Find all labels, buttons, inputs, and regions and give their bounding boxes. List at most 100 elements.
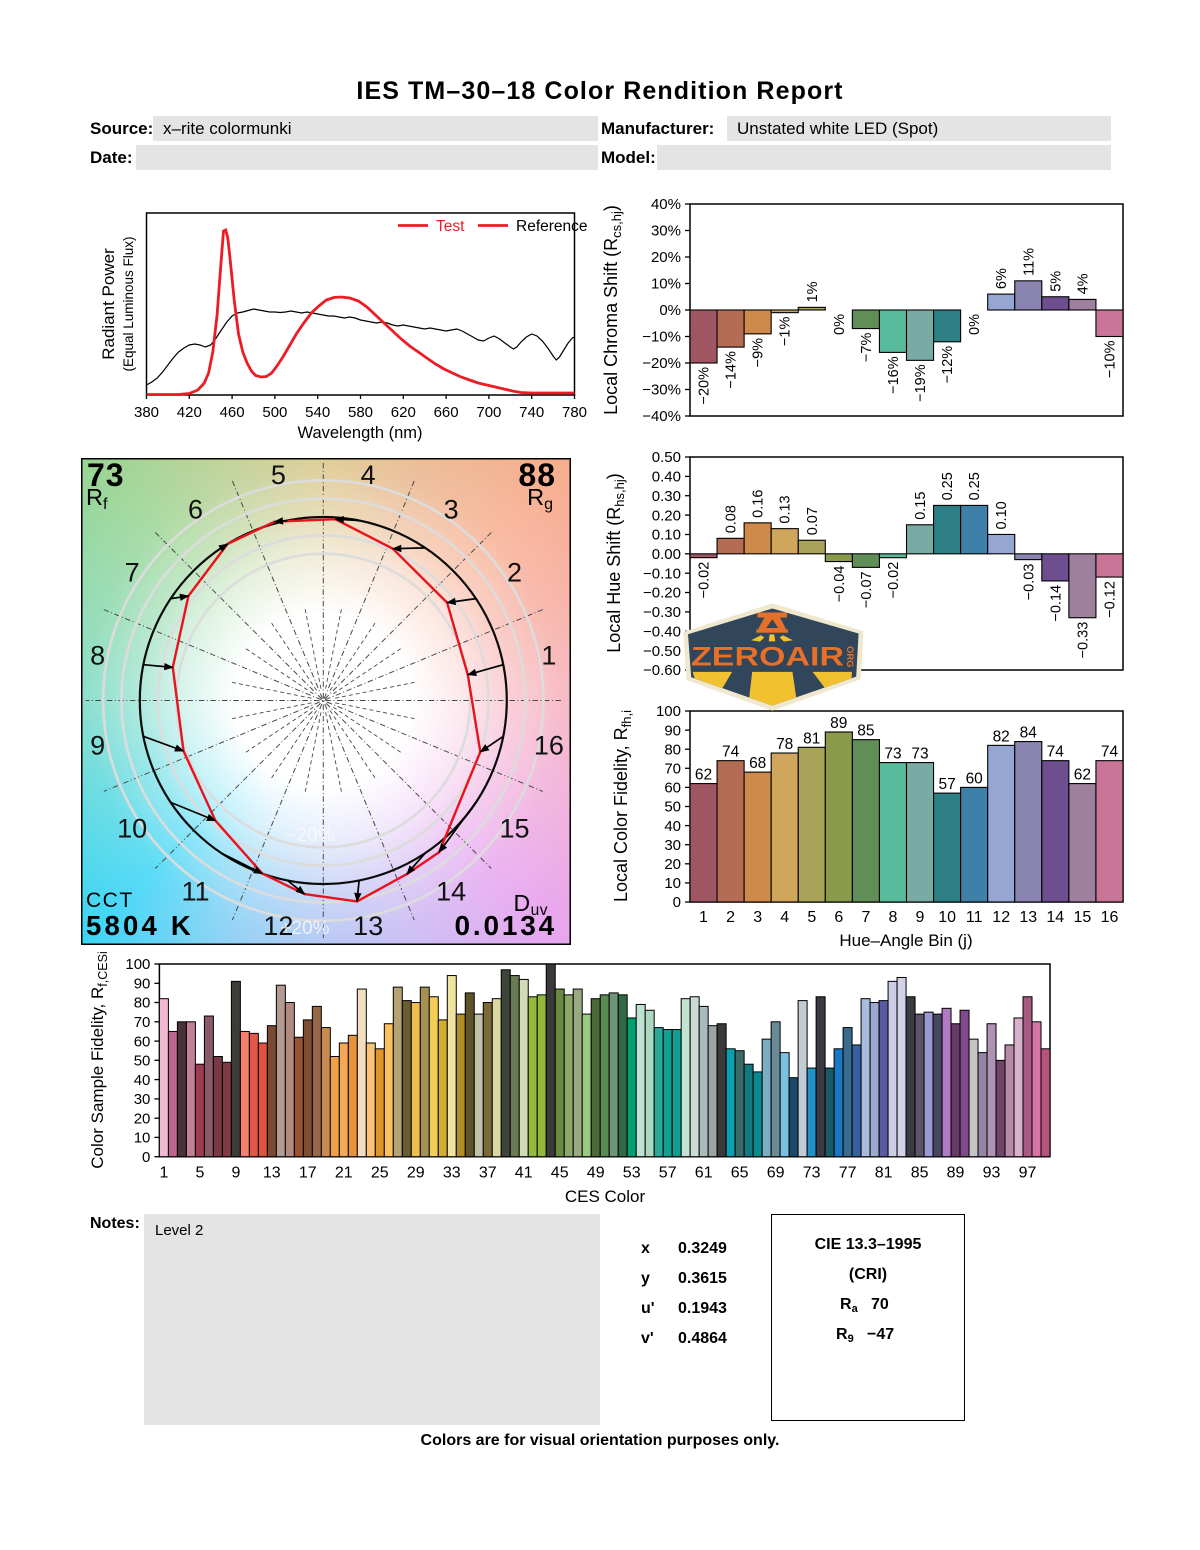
svg-text:−0.02: −0.02 (697, 562, 713, 599)
svg-text:0: 0 (673, 894, 681, 911)
svg-text:74: 74 (1047, 744, 1065, 761)
svg-text:0.07: 0.07 (805, 507, 821, 535)
svg-text:Hue–Angle Bin (j): Hue–Angle Bin (j) (839, 931, 972, 950)
svg-text:540: 540 (305, 404, 330, 421)
svg-text:90: 90 (664, 722, 681, 739)
svg-text:CES Color: CES Color (565, 1187, 646, 1206)
svg-text:9: 9 (916, 909, 925, 926)
svg-text:61: 61 (695, 1165, 713, 1182)
svg-text:700: 700 (476, 404, 501, 421)
svg-text:57: 57 (938, 776, 955, 793)
svg-text:11%: 11% (1021, 248, 1037, 276)
svg-text:−0.12: −0.12 (1103, 581, 1119, 618)
svg-text:780: 780 (562, 404, 587, 421)
svg-text:14: 14 (1046, 909, 1064, 926)
svg-text:ORG: ORG (844, 646, 855, 668)
svg-text:73: 73 (803, 1165, 821, 1182)
svg-text:70: 70 (664, 761, 681, 778)
svg-text:10: 10 (664, 875, 681, 892)
svg-text:77: 77 (839, 1165, 857, 1182)
svg-text:4: 4 (780, 909, 789, 926)
svg-text:40%: 40% (651, 196, 681, 213)
svg-text:Local Hue Shift (Rhs,hj): Local Hue Shift (Rhs,hj) (604, 473, 627, 653)
svg-text:0%: 0% (832, 314, 848, 335)
svg-text:740: 740 (519, 404, 544, 421)
svg-text:−0.20: −0.20 (643, 585, 681, 602)
svg-text:Test: Test (436, 218, 465, 235)
svg-text:−0.30: −0.30 (643, 604, 681, 621)
svg-text:81: 81 (875, 1165, 893, 1182)
svg-text:620: 620 (391, 404, 416, 421)
svg-text:380: 380 (134, 404, 159, 421)
svg-text:0.0134: 0.0134 (455, 910, 557, 941)
svg-text:0.20: 0.20 (652, 507, 681, 524)
svg-text:85: 85 (911, 1165, 929, 1182)
svg-text:Rf: Rf (86, 484, 108, 513)
svg-text:74: 74 (1101, 744, 1119, 761)
svg-text:0.00: 0.00 (652, 546, 681, 563)
svg-text:10%: 10% (651, 276, 681, 293)
svg-text:4: 4 (361, 460, 376, 490)
svg-text:6: 6 (834, 909, 843, 926)
svg-text:−0.04: −0.04 (832, 566, 848, 603)
svg-text:5%: 5% (1048, 271, 1064, 292)
svg-text:97: 97 (1019, 1165, 1037, 1182)
svg-text:73: 73 (87, 458, 125, 493)
svg-text:7: 7 (861, 909, 870, 926)
svg-text:−0.33: −0.33 (1075, 622, 1091, 659)
svg-text:2: 2 (726, 909, 735, 926)
svg-text:80: 80 (664, 741, 681, 758)
svg-text:Radiant Power: Radiant Power (99, 248, 118, 360)
svg-text:0.25: 0.25 (940, 472, 956, 500)
svg-text:7: 7 (125, 558, 140, 588)
svg-text:0.15: 0.15 (913, 492, 929, 520)
svg-text:13: 13 (263, 1165, 281, 1182)
svg-text:62: 62 (695, 767, 712, 784)
svg-text:73: 73 (911, 746, 928, 763)
svg-text:−10%: −10% (642, 329, 681, 346)
svg-text:11: 11 (966, 909, 983, 926)
svg-text:10: 10 (938, 909, 956, 926)
svg-text:9: 9 (231, 1165, 240, 1182)
svg-text:8: 8 (90, 641, 105, 671)
svg-text:0.30: 0.30 (652, 488, 681, 505)
svg-text:65: 65 (731, 1165, 749, 1182)
svg-text:30: 30 (664, 837, 681, 854)
svg-text:90: 90 (134, 976, 151, 993)
svg-text:45: 45 (551, 1165, 569, 1182)
svg-text:89: 89 (947, 1165, 965, 1182)
svg-text:Wavelength (nm): Wavelength (nm) (297, 424, 422, 442)
svg-text:1: 1 (159, 1165, 168, 1182)
svg-text:14: 14 (436, 877, 466, 907)
svg-text:10: 10 (117, 813, 147, 843)
svg-text:4%: 4% (1075, 273, 1091, 294)
svg-text:12: 12 (263, 911, 293, 941)
svg-text:−1%: −1% (778, 317, 794, 347)
svg-text:16: 16 (1101, 909, 1119, 926)
svg-text:57: 57 (659, 1165, 677, 1182)
svg-text:81: 81 (803, 730, 820, 747)
svg-text:3: 3 (444, 494, 459, 524)
svg-text:11: 11 (181, 877, 209, 907)
svg-text:33: 33 (443, 1165, 461, 1182)
svg-text:78: 78 (776, 736, 793, 753)
svg-text:−0.03: −0.03 (1021, 564, 1037, 601)
svg-text:3: 3 (753, 909, 762, 926)
svg-text:−7%: −7% (859, 333, 875, 363)
svg-text:0.08: 0.08 (724, 505, 740, 533)
svg-text:Color Sample Fidelity, Rf,CESi: Color Sample Fidelity, Rf,CESi (88, 951, 110, 1168)
svg-text:0.13: 0.13 (778, 495, 794, 523)
svg-text:6%: 6% (994, 268, 1010, 289)
svg-text:50: 50 (664, 799, 681, 816)
svg-text:74: 74 (722, 744, 740, 761)
svg-text:−0.10: −0.10 (643, 565, 681, 582)
svg-text:82: 82 (993, 728, 1010, 745)
svg-text:0.40: 0.40 (652, 469, 681, 486)
svg-text:30%: 30% (651, 223, 681, 240)
svg-text:100: 100 (656, 703, 681, 720)
svg-text:16: 16 (534, 730, 564, 760)
svg-text:−9%: −9% (751, 338, 767, 368)
svg-text:−0.40: −0.40 (643, 624, 681, 641)
svg-text:12: 12 (992, 909, 1010, 926)
svg-text:−10%: −10% (1103, 340, 1119, 378)
